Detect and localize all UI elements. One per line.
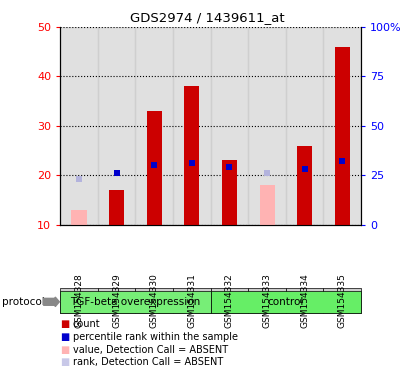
Bar	[184, 86, 199, 225]
Bar	[297, 146, 312, 225]
Text: GSM154328: GSM154328	[74, 273, 83, 328]
Text: rank, Detection Call = ABSENT: rank, Detection Call = ABSENT	[73, 358, 223, 367]
Text: percentile rank within the sample: percentile rank within the sample	[73, 332, 238, 342]
Bar	[323, 27, 361, 225]
Bar	[286, 27, 323, 225]
Text: protocol: protocol	[2, 297, 45, 307]
Text: count: count	[73, 319, 100, 329]
Text: ■: ■	[60, 319, 69, 329]
Bar	[146, 111, 162, 225]
Text: TGF-beta overexpression: TGF-beta overexpression	[70, 297, 200, 307]
Bar	[248, 27, 286, 225]
Bar	[335, 46, 350, 225]
Text: GDS2974 / 1439611_at: GDS2974 / 1439611_at	[130, 12, 285, 25]
Bar	[109, 190, 124, 225]
Text: GSM154329: GSM154329	[112, 273, 121, 328]
Bar	[173, 27, 210, 225]
Bar	[98, 27, 135, 225]
Bar	[222, 161, 237, 225]
Bar	[259, 185, 275, 225]
Bar	[135, 27, 173, 225]
Text: value, Detection Call = ABSENT: value, Detection Call = ABSENT	[73, 345, 228, 355]
Bar	[71, 210, 86, 225]
Text: GSM154331: GSM154331	[187, 273, 196, 328]
Text: ■: ■	[60, 358, 69, 367]
Text: GSM154332: GSM154332	[225, 273, 234, 328]
Text: control: control	[268, 297, 304, 307]
Text: GSM154333: GSM154333	[263, 273, 271, 328]
Bar	[60, 27, 98, 225]
Text: GSM154334: GSM154334	[300, 273, 309, 328]
Text: GSM154335: GSM154335	[338, 273, 347, 328]
Text: ■: ■	[60, 345, 69, 355]
Bar	[211, 27, 248, 225]
Text: GSM154330: GSM154330	[150, 273, 159, 328]
Text: ■: ■	[60, 332, 69, 342]
